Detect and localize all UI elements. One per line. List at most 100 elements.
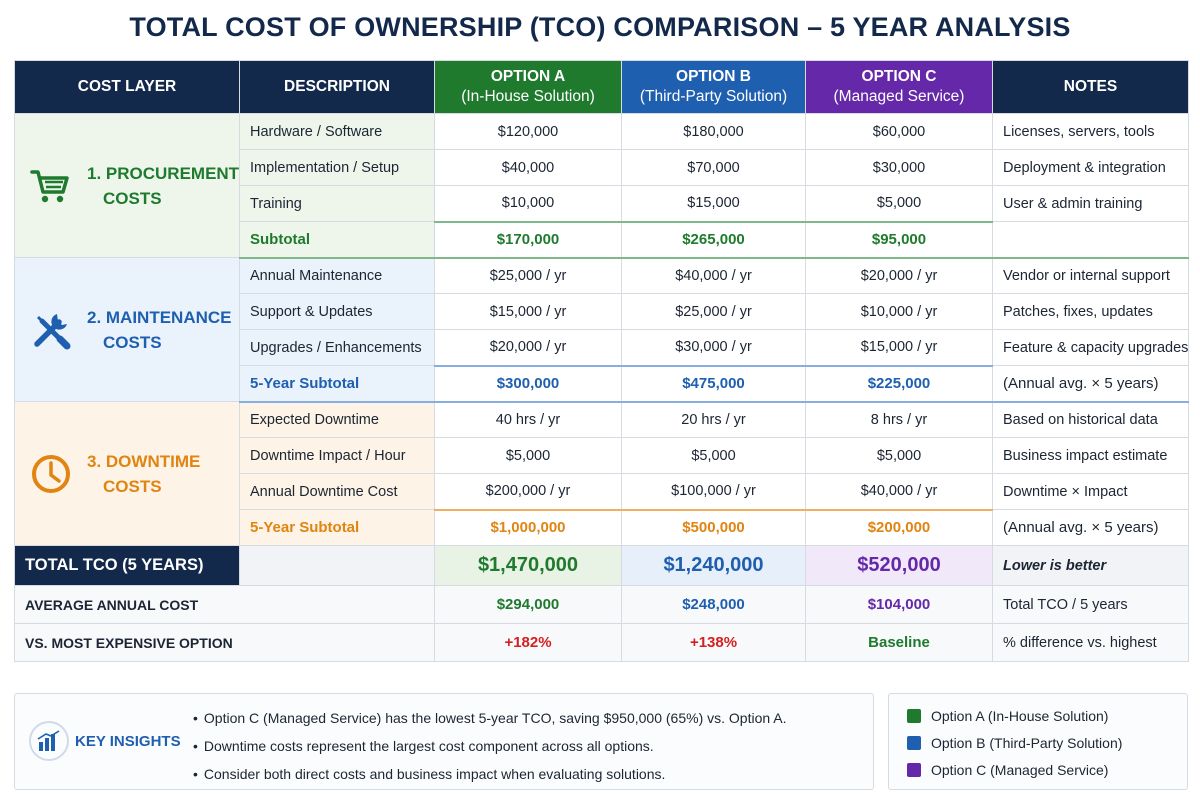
table-row: Upgrades / Enhancements $20,000 / yr $30…	[15, 329, 1189, 366]
total-note: Lower is better	[992, 545, 1189, 586]
row-description: Expected Downtime	[239, 401, 435, 438]
insight-item: Consider both direct costs and business …	[193, 760, 787, 788]
table-row: Implementation / Setup $40,000 $70,000 $…	[15, 149, 1189, 186]
subtotal-option-b: $500,000	[621, 508, 806, 546]
table-row: Training $10,000 $15,000 $5,000 User & a…	[15, 185, 1189, 222]
subtotal-row: 5-Year Subtotal $1,000,000 $500,000 $200…	[15, 508, 1189, 546]
option-b-name: OPTION B	[676, 68, 751, 85]
downtime-label-2: COSTS	[103, 476, 162, 496]
total-spacer	[239, 545, 435, 586]
maintenance-label-1: 2. MAINTENANCE	[87, 307, 232, 327]
row-description: Downtime Impact / Hour	[239, 437, 435, 474]
cell-option-a: $5,000	[434, 437, 622, 474]
header-notes: NOTES	[992, 60, 1189, 114]
subtotal-label: 5-Year Subtotal	[239, 365, 435, 403]
key-insights-title: KEY INSIGHTS	[75, 732, 181, 750]
average-row: AVERAGE ANNUAL COST $294,000 $248,000 $1…	[14, 585, 1189, 624]
subtotal-row: Subtotal $170,000 $265,000 $95,000	[15, 220, 1189, 259]
average-option-b: $248,000	[621, 585, 806, 624]
cell-option-a: $15,000 / yr	[434, 293, 622, 330]
cell-note: Patches, fixes, updates	[992, 293, 1189, 330]
subtotal-option-a: $300,000	[434, 364, 622, 403]
average-option-a: $294,000	[434, 585, 622, 624]
header-option-a: OPTION A (In-House Solution)	[434, 60, 622, 114]
cell-option-a: $10,000	[434, 185, 622, 222]
cell-option-b: $70,000	[621, 149, 806, 186]
page-title: TOTAL COST OF OWNERSHIP (TCO) COMPARISON…	[129, 12, 1071, 42]
cell-option-b: $40,000 / yr	[621, 257, 806, 294]
cell-option-c: $40,000 / yr	[805, 473, 993, 510]
row-description: Training	[239, 185, 435, 222]
vs-label: VS. MOST EXPENSIVE OPTION	[14, 623, 435, 662]
option-a-name: OPTION A	[490, 68, 566, 85]
total-row: TOTAL TCO (5 YEARS) $1,470,000 $1,240,00…	[14, 545, 1189, 586]
subtotal-note: (Annual avg. × 5 years)	[992, 509, 1189, 546]
cell-option-c: $5,000	[805, 185, 993, 222]
cell-option-c: $20,000 / yr	[805, 257, 993, 294]
subtotal-note	[992, 221, 1189, 259]
average-option-c: $104,000	[805, 585, 993, 624]
option-c-name: OPTION C	[861, 68, 937, 85]
cell-option-c: $15,000 / yr	[805, 329, 993, 366]
insights-list: Option C (Managed Service) has the lowes…	[193, 704, 787, 788]
cell-option-b: $15,000	[621, 185, 806, 222]
cell-note: Downtime × Impact	[992, 473, 1189, 510]
insight-item: Option C (Managed Service) has the lowes…	[193, 704, 787, 732]
cell-note: Feature & capacity upgrades	[992, 329, 1189, 366]
vs-option-b: +138%	[621, 623, 806, 662]
header-cost-layer: COST LAYER	[14, 60, 240, 114]
procurement-label-1: 1. PROCUREMENT	[87, 163, 240, 183]
cell-option-a: $200,000 / yr	[434, 473, 622, 510]
total-option-c: $520,000	[805, 545, 993, 586]
legend-label: Option B (Third-Party Solution)	[931, 735, 1123, 751]
row-description: Annual Downtime Cost	[239, 473, 435, 510]
legend-swatch	[907, 709, 921, 723]
maintenance-label-2: COSTS	[103, 332, 162, 352]
cell-note: Vendor or internal support	[992, 257, 1189, 294]
legend-panel: Option A (In-House Solution) Option B (T…	[888, 693, 1188, 790]
cell-option-c: 8 hrs / yr	[805, 401, 993, 438]
subtotal-option-c: $200,000	[805, 508, 993, 546]
cell-option-c: $10,000 / yr	[805, 293, 993, 330]
subtotal-option-a: $1,000,000	[434, 508, 622, 546]
average-label: AVERAGE ANNUAL COST	[14, 585, 435, 624]
cell-option-a: $20,000 / yr	[434, 329, 622, 366]
header-option-c: OPTION C (Managed Service)	[805, 60, 993, 114]
wrench-screwdriver-icon	[29, 308, 73, 352]
legend-item-option-b: Option B (Third-Party Solution)	[907, 735, 1122, 751]
option-c-sub: (Managed Service)	[833, 88, 965, 105]
header-option-b: OPTION B (Third-Party Solution)	[621, 60, 806, 114]
table-row: Annual Downtime Cost $200,000 / yr $100,…	[15, 473, 1189, 510]
subtotal-option-b: $265,000	[621, 220, 806, 259]
insight-item: Downtime costs represent the largest cos…	[193, 732, 787, 760]
legend-swatch	[907, 736, 921, 750]
cell-option-b: $100,000 / yr	[621, 473, 806, 510]
shopping-cart-icon	[29, 164, 73, 208]
cell-option-b: $30,000 / yr	[621, 329, 806, 366]
header-description: DESCRIPTION	[239, 60, 435, 114]
row-description: Implementation / Setup	[239, 149, 435, 186]
option-a-sub: (In-House Solution)	[461, 88, 595, 105]
cell-option-a: 40 hrs / yr	[434, 401, 622, 438]
cell-note: Deployment & integration	[992, 149, 1189, 186]
table-row: 1. PROCUREMENT COSTS Hardware / Software …	[14, 113, 1189, 258]
subtotal-label: Subtotal	[239, 221, 435, 259]
row-description: Hardware / Software	[239, 113, 435, 150]
total-option-a: $1,470,000	[434, 545, 622, 586]
cell-option-a: $120,000	[434, 113, 622, 150]
cell-option-b: $180,000	[621, 113, 806, 150]
row-description: Support & Updates	[239, 293, 435, 330]
subtotal-option-a: $170,000	[434, 220, 622, 259]
cell-option-c: $60,000	[805, 113, 993, 150]
subtotal-row: 5-Year Subtotal $300,000 $475,000 $225,0…	[15, 364, 1189, 403]
subtotal-label: 5-Year Subtotal	[239, 509, 435, 546]
layer-procurement: 1. PROCUREMENT COSTS	[14, 113, 240, 258]
table-row: 3. DOWNTIME COSTS Expected Downtime 40 hr…	[14, 401, 1189, 546]
key-insights-panel: KEY INSIGHTS Option C (Managed Service) …	[14, 693, 874, 790]
legend-label: Option A (In-House Solution)	[931, 708, 1109, 724]
cell-option-c: $5,000	[805, 437, 993, 474]
key-insights-header: KEY INSIGHTS	[29, 721, 181, 761]
layer-maintenance: 2. MAINTENANCE COSTS	[14, 257, 240, 402]
vs-option-c: Baseline	[805, 623, 993, 662]
legend-item-option-a: Option A (In-House Solution)	[907, 708, 1108, 724]
